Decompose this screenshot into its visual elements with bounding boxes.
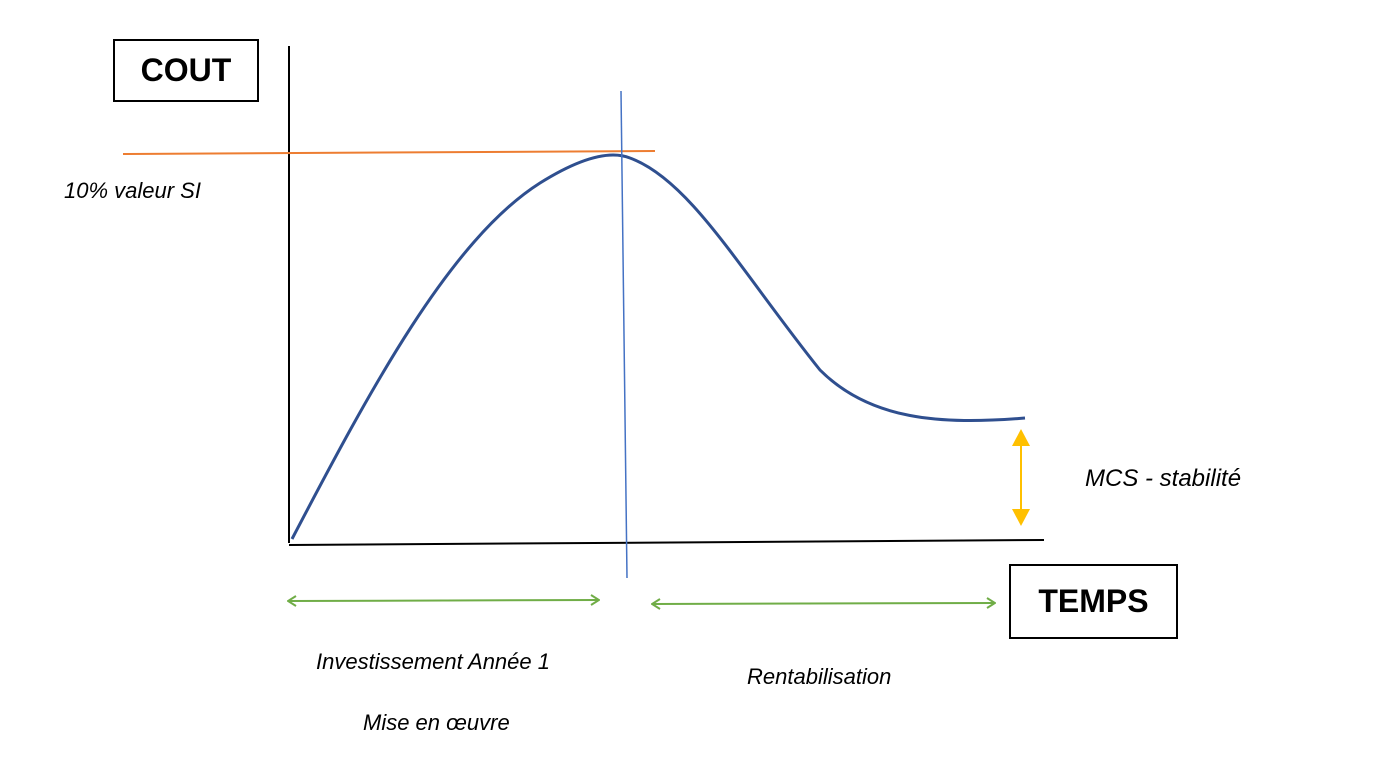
- y-axis-label: COUT: [140, 52, 232, 88]
- threshold-label: 10% valeur SI: [64, 178, 201, 203]
- phase-divider-line: [620, 90, 628, 579]
- phase-1-label-2: Mise en œuvre: [363, 710, 510, 735]
- phase-1-arrow: [288, 600, 599, 601]
- stability-label: MCS - stabilité: [1085, 465, 1242, 492]
- y-axis-label-box: COUT: [113, 39, 259, 102]
- x-axis-line: [288, 539, 1045, 546]
- stability-arrow: [1012, 429, 1030, 526]
- phase-2-arrow: [652, 603, 995, 604]
- phase-1-label-1: Investissement Année 1: [316, 649, 550, 674]
- threshold-line: [122, 150, 656, 155]
- phase-2-label: Rentabilisation: [747, 664, 892, 689]
- x-axis-label-box: TEMPS: [1009, 564, 1178, 639]
- x-axis-label: TEMPS: [1038, 583, 1149, 619]
- cost-curve: [290, 153, 1026, 540]
